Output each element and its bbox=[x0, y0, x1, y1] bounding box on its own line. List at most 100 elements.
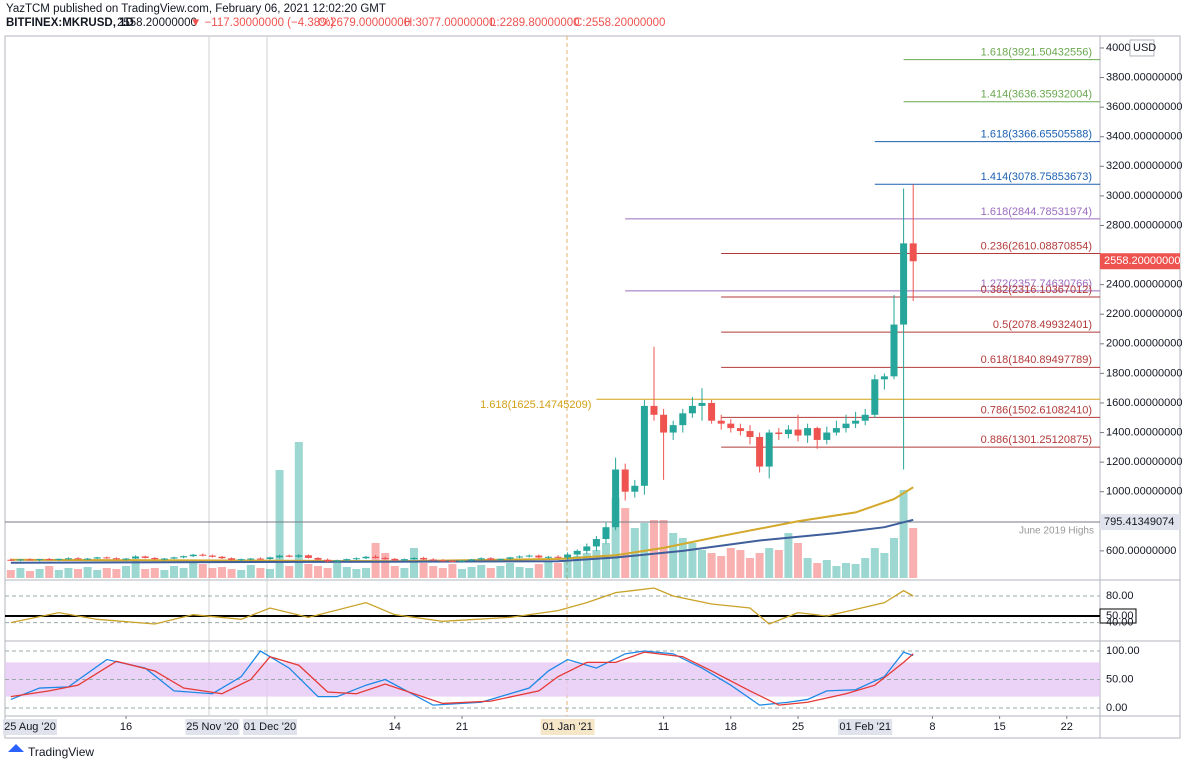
price-box bbox=[1100, 253, 1180, 270]
candle-body bbox=[103, 557, 111, 559]
volume-bar bbox=[832, 566, 841, 578]
candle-body bbox=[391, 558, 399, 561]
candle-body bbox=[400, 559, 408, 561]
volume-bar bbox=[189, 563, 198, 578]
candle-body bbox=[804, 428, 812, 436]
y-tick-label: 0.00 bbox=[1106, 702, 1127, 714]
candle-body bbox=[180, 556, 188, 558]
x-tick-box bbox=[185, 719, 240, 735]
volume-bar bbox=[122, 566, 130, 578]
volume-bar bbox=[698, 550, 706, 578]
logo bbox=[8, 744, 24, 752]
x-tick-label: 15 bbox=[993, 721, 1005, 733]
volume-bar bbox=[93, 570, 102, 578]
candle-body bbox=[132, 556, 140, 559]
candle-body bbox=[564, 554, 572, 558]
candle-body bbox=[880, 376, 888, 380]
x-tick-box bbox=[243, 719, 297, 735]
volume-bar bbox=[774, 550, 783, 578]
y-tick-label: 3800.00000000 bbox=[1106, 71, 1182, 83]
volume-bar bbox=[16, 568, 25, 578]
volume-bar bbox=[410, 548, 418, 578]
volume-bar bbox=[822, 560, 831, 578]
volume-bar bbox=[141, 569, 150, 578]
candle-body bbox=[372, 556, 380, 558]
volume-bar bbox=[582, 553, 591, 578]
volume-bar bbox=[227, 569, 236, 578]
candle-body bbox=[516, 556, 524, 558]
candle-body bbox=[852, 420, 860, 424]
y-tick-label: 2800.00000000 bbox=[1106, 219, 1182, 231]
frame bbox=[4, 35, 1181, 739]
candle-body bbox=[775, 432, 783, 435]
footer: TradingView bbox=[28, 745, 94, 759]
fib-label: 1.414(3078.75853673) bbox=[981, 171, 1092, 183]
volume-bar bbox=[323, 568, 332, 578]
x-tick-label: 01 Dec '20 bbox=[244, 721, 296, 733]
level-label: 795.41349074 bbox=[1104, 516, 1174, 528]
volume-bar bbox=[506, 563, 514, 578]
candle-body bbox=[727, 423, 735, 429]
candle-body bbox=[141, 556, 149, 558]
volume-bar bbox=[35, 569, 44, 578]
candle-body bbox=[660, 414, 668, 433]
level-note: June 2019 Highs bbox=[1019, 526, 1094, 537]
candle-body bbox=[688, 405, 696, 414]
volume-bar bbox=[842, 563, 850, 578]
candle-body bbox=[756, 436, 764, 467]
y-tick-label: 3000.00000000 bbox=[1106, 190, 1182, 202]
volume-bar bbox=[342, 567, 351, 578]
x-tick-box bbox=[3, 719, 57, 735]
candle-body bbox=[247, 558, 255, 560]
candle-body bbox=[381, 557, 389, 559]
x-tick-box bbox=[540, 719, 595, 735]
x-tick-label: 21 bbox=[456, 721, 468, 733]
candle-body bbox=[871, 379, 879, 415]
volume-bar bbox=[688, 543, 697, 578]
candle-body bbox=[7, 559, 15, 561]
y-tick-label: 2400.00000000 bbox=[1106, 279, 1182, 291]
level-box bbox=[1100, 513, 1180, 530]
candle-body bbox=[861, 414, 869, 421]
volume-bar bbox=[275, 470, 284, 578]
candle-body bbox=[698, 402, 706, 406]
y-tick-label: 600.00000000 bbox=[1106, 545, 1176, 557]
volume-bar bbox=[534, 564, 543, 578]
candle-body bbox=[909, 243, 917, 262]
low: L:2289.80000000 bbox=[490, 17, 580, 29]
publisher: YazTCM published on TradingView.com, Feb… bbox=[6, 3, 386, 15]
candle-body bbox=[448, 560, 456, 562]
y-tick-label: 2200.00000000 bbox=[1106, 308, 1182, 320]
volume-bar bbox=[131, 560, 140, 578]
volume-bar bbox=[890, 538, 898, 578]
volume-bar bbox=[458, 569, 466, 578]
volume-bar bbox=[246, 565, 255, 578]
volume-bar bbox=[400, 568, 409, 578]
candle-body bbox=[45, 559, 53, 561]
volume-bar bbox=[813, 563, 822, 578]
candle-body bbox=[112, 558, 120, 560]
candle-body bbox=[256, 558, 264, 560]
fib-label: 1.618(2844.78531974) bbox=[981, 206, 1092, 218]
volume-bar bbox=[544, 562, 553, 578]
volume-bar bbox=[659, 520, 668, 578]
candle-body bbox=[84, 558, 92, 560]
candle-body bbox=[631, 485, 639, 492]
volume-bar bbox=[83, 567, 92, 578]
volume-bar bbox=[803, 558, 812, 578]
candle-body bbox=[832, 428, 840, 433]
candle-body bbox=[650, 405, 658, 415]
candle-body bbox=[237, 559, 245, 561]
volume-bar bbox=[102, 568, 111, 578]
volume-bar bbox=[64, 568, 73, 578]
fib-label: 0.618(1840.89497789) bbox=[981, 354, 1092, 366]
volume-bar bbox=[678, 538, 687, 578]
volume-bar bbox=[26, 571, 34, 578]
volume-bar bbox=[54, 570, 63, 578]
volume-bar bbox=[237, 570, 246, 578]
volume-bar bbox=[899, 490, 908, 578]
y-tick-label: 50.00 bbox=[1106, 673, 1134, 685]
fib-label: 0.786(1502.61082410) bbox=[981, 404, 1092, 416]
candle-body bbox=[304, 555, 312, 558]
volume-bar bbox=[198, 564, 207, 578]
